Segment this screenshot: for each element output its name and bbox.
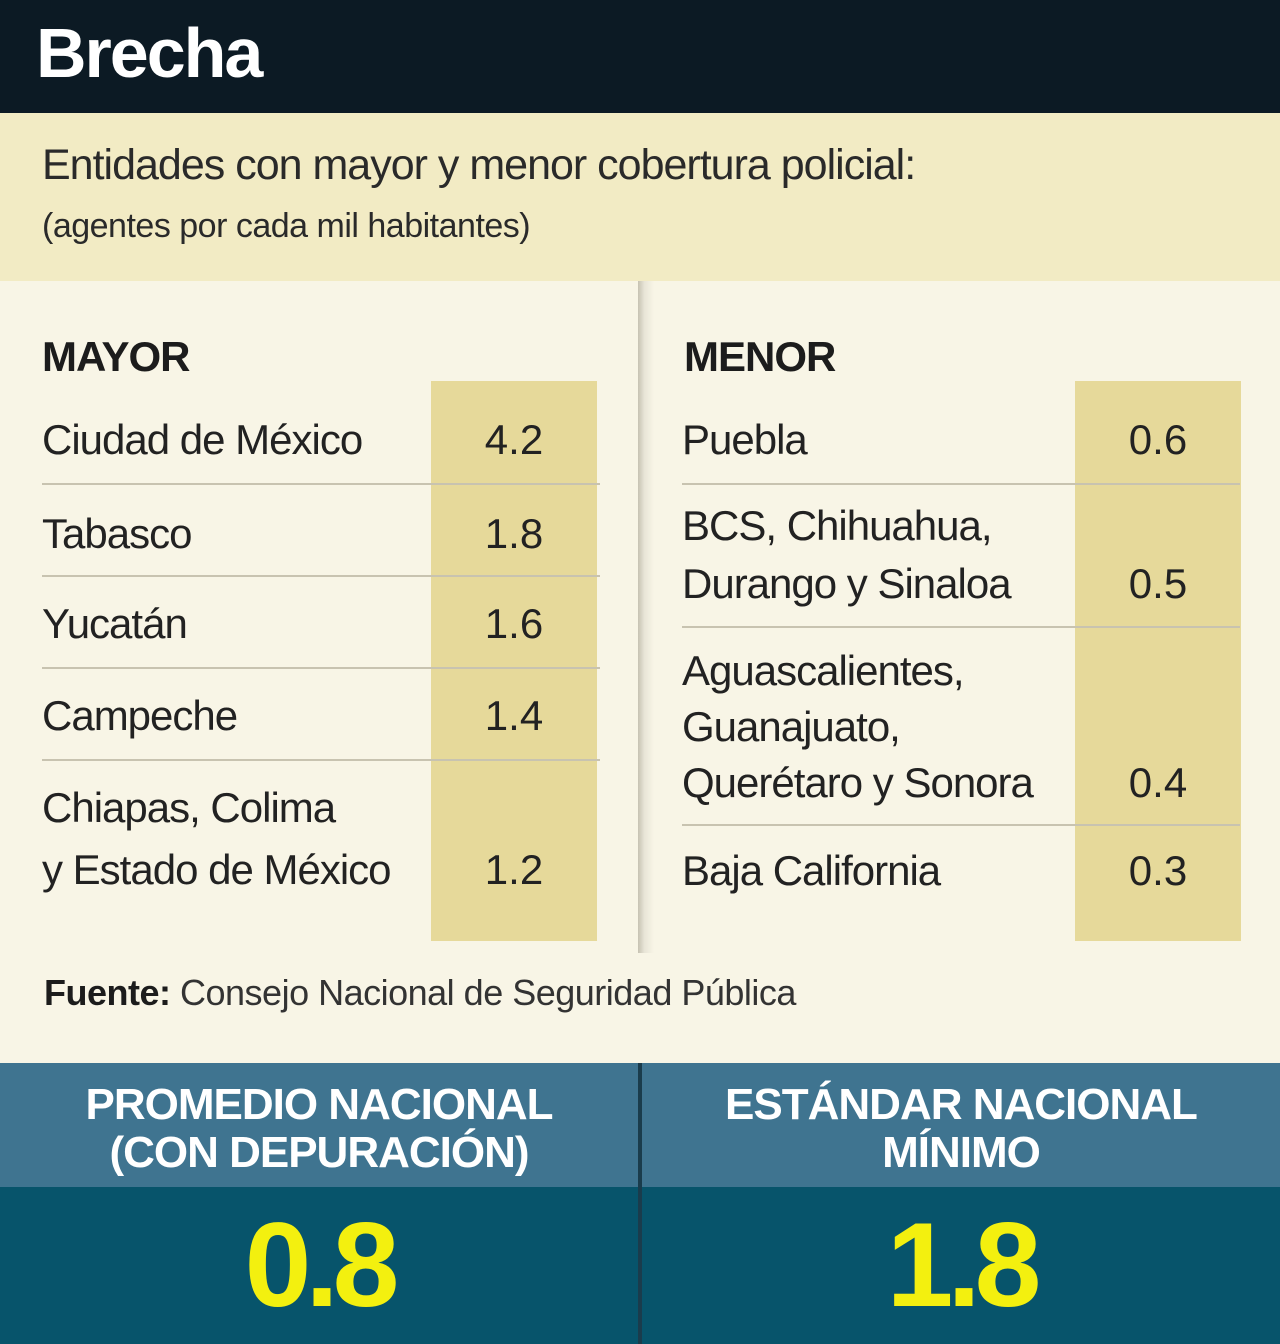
entity-value: 1.6 (484, 600, 544, 647)
row-divider (42, 575, 600, 577)
header: Brecha (0, 0, 1280, 113)
entity-name: Puebla (682, 416, 808, 463)
entity-name: Guanajuato, (682, 703, 901, 750)
entity-value: 0.6 (1128, 416, 1188, 463)
entity-value: 1.4 (484, 692, 544, 739)
row-divider (682, 483, 1240, 485)
table-row: Ciudad de México 4.2 (42, 383, 600, 485)
menor-title: MENOR (684, 333, 836, 380)
stat-label: PROMEDIO NACIONAL (CON DEPURACIÓN) (0, 1063, 638, 1187)
table-row: Tabasco 1.8 (42, 485, 600, 577)
table-row: BCS, Chihuahua, Durango y Sinaloa 0.5 (682, 485, 1240, 628)
menor-value-column (1075, 381, 1241, 941)
entity-name: y Estado de México (42, 846, 392, 893)
stat-divider (638, 1063, 642, 1344)
stat-label: ESTÁNDAR NACIONAL MÍNIMO (642, 1063, 1280, 1187)
mayor-panel: MAYOR Ciudad de México 4.2 Tabasco 1.8 Y… (0, 281, 640, 953)
entity-name: Aguascalientes, (682, 647, 965, 694)
entity-value: 0.4 (1128, 759, 1188, 806)
row-divider (42, 483, 600, 485)
stat-label-line: (CON DEPURACIÓN) (109, 1128, 529, 1177)
stat-value: 0.8 (0, 1187, 638, 1344)
entity-name: Tabasco (42, 510, 192, 557)
entity-name: Campeche (42, 692, 238, 739)
source-text: Consejo Nacional de Seguridad Pública (180, 972, 796, 1013)
entity-name: Durango y Sinaloa (682, 560, 1012, 607)
subtitle: Entidades con mayor y menor cobertura po… (42, 141, 916, 189)
units-note: (agentes por cada mil habitantes) (42, 207, 531, 245)
source-label: Fuente: (44, 972, 171, 1013)
stat-label-line: PROMEDIO NACIONAL (85, 1080, 554, 1129)
entity-name: Baja California (682, 847, 941, 894)
entity-value: 4.2 (484, 416, 544, 463)
entity-name: Chiapas, Colima (42, 784, 336, 831)
page-title: Brecha (36, 14, 263, 92)
national-average-box: PROMEDIO NACIONAL (CON DEPURACIÓN) 0.8 (0, 1063, 638, 1344)
entity-value: 0.5 (1128, 560, 1188, 607)
menor-panel: MENOR Puebla 0.6 BCS, Chihuahua, Durango… (640, 281, 1280, 953)
entity-value: 0.3 (1128, 847, 1188, 894)
table-row: Yucatán 1.6 (42, 577, 600, 669)
entity-name: Yucatán (42, 600, 188, 647)
stat-label-line: ESTÁNDAR NACIONAL (725, 1080, 1198, 1129)
source-note: Fuente: Consejo Nacional de Seguridad Pú… (44, 972, 796, 1014)
table-row: Chiapas, Colima y Estado de México 1.2 (42, 761, 600, 911)
row-divider (682, 824, 1240, 826)
column-divider (638, 281, 654, 953)
entity-name: BCS, Chihuahua, (682, 502, 993, 549)
national-standard-box: ESTÁNDAR NACIONAL MÍNIMO 1.8 (642, 1063, 1280, 1344)
table-row: Baja California 0.3 (682, 826, 1240, 926)
row-divider (42, 759, 600, 761)
mayor-title: MAYOR (42, 333, 190, 380)
mayor-value-column (431, 381, 597, 941)
table-row: Campeche 1.4 (42, 669, 600, 761)
row-divider (682, 626, 1240, 628)
stat-value: 1.8 (642, 1187, 1280, 1344)
subtitle-block: Entidades con mayor y menor cobertura po… (0, 113, 1280, 281)
stat-label-line: MÍNIMO (882, 1128, 1041, 1177)
entity-name: Querétaro y Sonora (682, 759, 1034, 806)
table-row: Puebla 0.6 (682, 383, 1240, 485)
entity-value: 1.2 (484, 846, 544, 893)
row-divider (42, 667, 600, 669)
table-row: Aguascalientes, Guanajuato, Querétaro y … (682, 628, 1240, 826)
entity-name: Ciudad de México (42, 416, 363, 463)
entity-value: 1.8 (484, 510, 544, 557)
